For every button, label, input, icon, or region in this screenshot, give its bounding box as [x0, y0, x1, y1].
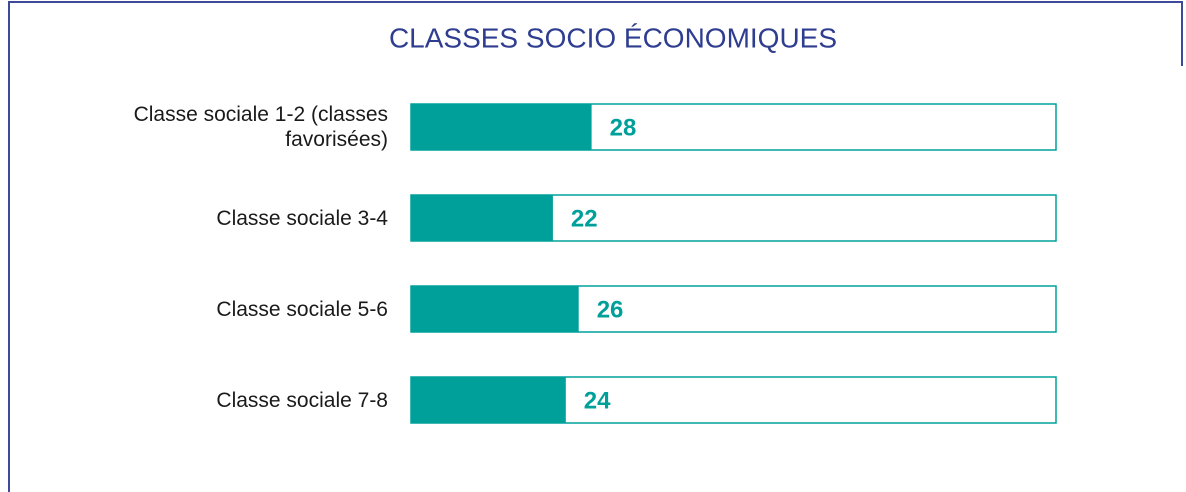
bar — [411, 104, 592, 150]
bar — [411, 195, 553, 241]
chart-title: CLASSES SOCIO ÉCONOMIQUES — [389, 22, 837, 53]
bar — [411, 377, 566, 423]
category-label: Classe sociale 1-2 (classes favorisées) — [133, 103, 388, 151]
value-label: 28 — [610, 114, 637, 141]
value-label: 26 — [597, 296, 624, 323]
category-label: Classe sociale 5-6 — [216, 297, 388, 321]
bar — [411, 286, 579, 332]
category-label: Classe sociale 3-4 — [216, 206, 388, 230]
category-label: Classe sociale 7-8 — [216, 388, 388, 412]
value-label: 24 — [584, 387, 611, 414]
frame — [8, 1, 1183, 492]
value-label: 22 — [571, 205, 598, 232]
